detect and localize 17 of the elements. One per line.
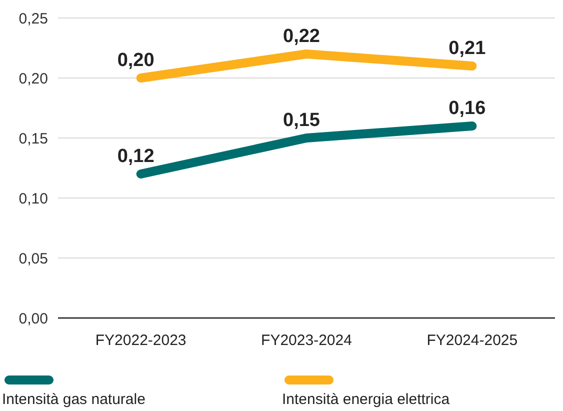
y-tick-label: 0,20: [18, 70, 48, 88]
legend-label: Intensità energia elettrica: [282, 391, 450, 408]
y-tick-label: 0,15: [18, 130, 48, 148]
y-tick-label: 0,25: [18, 10, 48, 28]
y-tick-label: 0,05: [18, 250, 48, 268]
x-tick-label: FY2022-2023: [95, 332, 186, 349]
data-label: 0,22: [283, 26, 320, 47]
data-label: 0,16: [448, 98, 486, 119]
x-tick-label: FY2023-2024: [261, 332, 352, 349]
data-label: 0,21: [448, 38, 486, 59]
data-label: 0,15: [283, 110, 320, 131]
data-label: 0,20: [117, 50, 154, 71]
y-tick-label: 0,10: [18, 190, 48, 208]
y-tick-label: 0,00: [18, 310, 48, 328]
data-label: 0,12: [117, 146, 154, 167]
x-tick-label: FY2024-2025: [426, 332, 518, 349]
legend-label: Intensità gas naturale: [2, 391, 146, 408]
